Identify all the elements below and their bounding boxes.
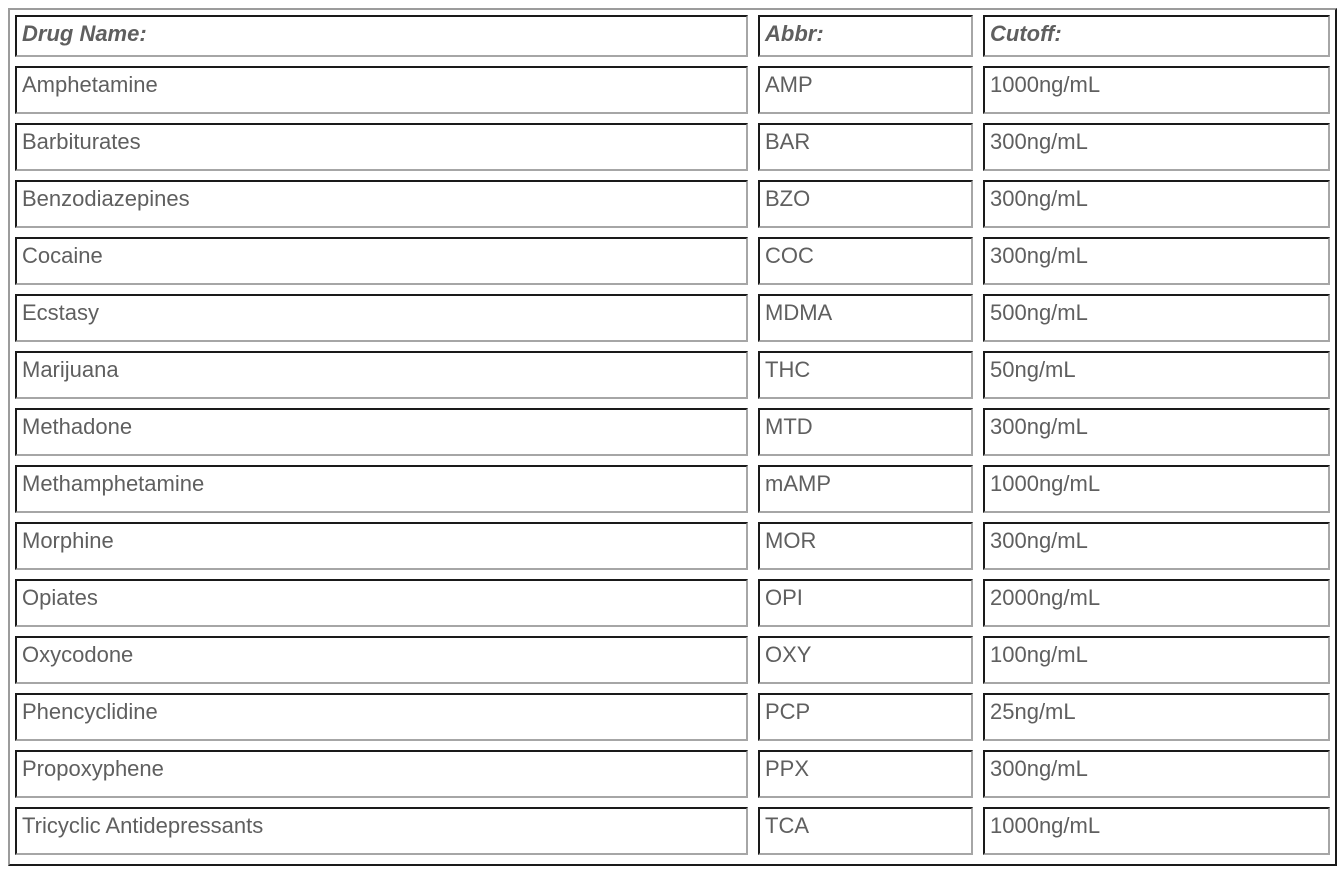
- cutoff-cell: 300ng/mL: [983, 407, 1330, 456]
- table-row: Cocaine COC 300ng/mL: [10, 232, 1335, 289]
- cutoff-cell: 1000ng/mL: [983, 65, 1330, 114]
- table-row: Propoxyphene PPX 300ng/mL: [10, 745, 1335, 802]
- abbr-cell: OPI: [758, 578, 973, 627]
- abbr-cell: PCP: [758, 692, 973, 741]
- table-row: Opiates OPI 2000ng/mL: [10, 574, 1335, 631]
- cutoff-cell: 300ng/mL: [983, 179, 1330, 228]
- table-row: Morphine MOR 300ng/mL: [10, 517, 1335, 574]
- table-row: Methamphetamine mAMP 1000ng/mL: [10, 460, 1335, 517]
- drug-name-cell: Morphine: [15, 521, 748, 570]
- drug-name-cell: Phencyclidine: [15, 692, 748, 741]
- table-row: Phencyclidine PCP 25ng/mL: [10, 688, 1335, 745]
- abbr-cell: MTD: [758, 407, 973, 456]
- drug-name-cell: Ecstasy: [15, 293, 748, 342]
- table-body: Amphetamine AMP 1000ng/mL Barbiturates B…: [10, 61, 1335, 859]
- drug-name-cell: Propoxyphene: [15, 749, 748, 798]
- table-header-row: Drug Name: Abbr: Cutoff:: [10, 10, 1335, 61]
- cutoff-cell: 25ng/mL: [983, 692, 1330, 741]
- cutoff-cell: 1000ng/mL: [983, 806, 1330, 855]
- drug-name-cell: Marijuana: [15, 350, 748, 399]
- drug-test-cutoff-table: Drug Name: Abbr: Cutoff: Amphetamine AMP…: [8, 8, 1337, 866]
- abbr-cell: OXY: [758, 635, 973, 684]
- abbr-cell: MOR: [758, 521, 973, 570]
- column-header-cutoff: Cutoff:: [983, 14, 1330, 57]
- abbr-cell: BZO: [758, 179, 973, 228]
- cutoff-cell: 300ng/mL: [983, 521, 1330, 570]
- abbr-cell: BAR: [758, 122, 973, 171]
- cutoff-cell: 50ng/mL: [983, 350, 1330, 399]
- cutoff-cell: 300ng/mL: [983, 236, 1330, 285]
- abbr-cell: THC: [758, 350, 973, 399]
- table-row: Benzodiazepines BZO 300ng/mL: [10, 175, 1335, 232]
- cutoff-cell: 300ng/mL: [983, 122, 1330, 171]
- table-row: Barbiturates BAR 300ng/mL: [10, 118, 1335, 175]
- table-row: Tricyclic Antidepressants TCA 1000ng/mL: [10, 802, 1335, 859]
- abbr-cell: AMP: [758, 65, 973, 114]
- drug-name-cell: Opiates: [15, 578, 748, 627]
- cutoff-cell: 100ng/mL: [983, 635, 1330, 684]
- table-row: Amphetamine AMP 1000ng/mL: [10, 61, 1335, 118]
- abbr-cell: TCA: [758, 806, 973, 855]
- column-header-drug-name: Drug Name:: [15, 14, 748, 57]
- table-row: Ecstasy MDMA 500ng/mL: [10, 289, 1335, 346]
- drug-name-cell: Cocaine: [15, 236, 748, 285]
- drug-name-cell: Amphetamine: [15, 65, 748, 114]
- cutoff-cell: 1000ng/mL: [983, 464, 1330, 513]
- abbr-cell: COC: [758, 236, 973, 285]
- cutoff-cell: 500ng/mL: [983, 293, 1330, 342]
- abbr-cell: MDMA: [758, 293, 973, 342]
- abbr-cell: PPX: [758, 749, 973, 798]
- drug-name-cell: Benzodiazepines: [15, 179, 748, 228]
- drug-name-cell: Barbiturates: [15, 122, 748, 171]
- drug-name-cell: Oxycodone: [15, 635, 748, 684]
- table-row: Marijuana THC 50ng/mL: [10, 346, 1335, 403]
- cutoff-cell: 300ng/mL: [983, 749, 1330, 798]
- drug-name-cell: Tricyclic Antidepressants: [15, 806, 748, 855]
- table-row: Oxycodone OXY 100ng/mL: [10, 631, 1335, 688]
- drug-name-cell: Methamphetamine: [15, 464, 748, 513]
- drug-name-cell: Methadone: [15, 407, 748, 456]
- abbr-cell: mAMP: [758, 464, 973, 513]
- table-row: Methadone MTD 300ng/mL: [10, 403, 1335, 460]
- cutoff-cell: 2000ng/mL: [983, 578, 1330, 627]
- column-header-abbr: Abbr:: [758, 14, 973, 57]
